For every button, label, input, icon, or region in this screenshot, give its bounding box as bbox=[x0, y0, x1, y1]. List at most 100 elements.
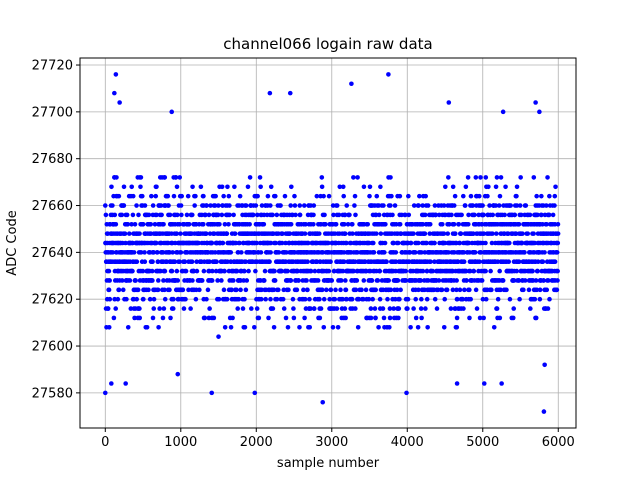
data-point bbox=[460, 296, 465, 302]
data-point bbox=[161, 306, 167, 311]
data-point bbox=[162, 175, 168, 180]
data-point bbox=[468, 193, 474, 199]
data-point bbox=[178, 231, 183, 236]
data-point bbox=[255, 193, 260, 199]
data-point bbox=[479, 278, 485, 283]
data-point bbox=[342, 306, 348, 311]
data-point bbox=[487, 203, 492, 208]
data-point bbox=[497, 268, 502, 274]
data-point bbox=[387, 306, 393, 311]
data-point bbox=[161, 278, 166, 283]
data-point bbox=[150, 259, 155, 265]
data-point bbox=[105, 306, 111, 311]
data-point bbox=[253, 203, 259, 208]
data-point bbox=[116, 287, 122, 293]
data-point bbox=[446, 221, 452, 227]
data-point bbox=[279, 268, 284, 274]
data-point bbox=[114, 175, 119, 180]
data-point bbox=[508, 203, 513, 208]
data-point bbox=[425, 278, 431, 283]
data-point bbox=[123, 381, 128, 386]
data-point bbox=[530, 268, 535, 274]
data-point bbox=[253, 268, 258, 274]
data-point bbox=[349, 296, 355, 302]
data-point bbox=[138, 175, 144, 180]
data-point bbox=[331, 212, 336, 218]
data-point bbox=[350, 231, 355, 236]
data-point bbox=[342, 212, 348, 218]
data-point bbox=[284, 250, 289, 255]
data-point bbox=[544, 287, 550, 293]
data-point bbox=[382, 240, 388, 246]
data-point bbox=[274, 212, 280, 218]
data-point bbox=[219, 184, 225, 190]
data-point bbox=[404, 390, 409, 396]
data-point bbox=[465, 175, 471, 180]
data-point bbox=[167, 287, 172, 293]
data-point bbox=[236, 296, 242, 302]
data-point bbox=[129, 184, 135, 190]
data-point bbox=[134, 203, 139, 208]
data-point bbox=[311, 212, 316, 218]
data-point bbox=[542, 362, 547, 368]
data-point bbox=[542, 250, 547, 255]
data-point bbox=[112, 90, 117, 96]
data-point bbox=[282, 193, 288, 199]
data-point bbox=[308, 203, 313, 208]
data-point bbox=[142, 203, 148, 208]
data-point bbox=[340, 184, 346, 190]
data-point bbox=[320, 399, 326, 405]
data-point bbox=[389, 193, 394, 199]
y-tick-label: 27620 bbox=[32, 293, 73, 308]
data-point bbox=[540, 259, 546, 265]
data-point bbox=[259, 203, 265, 208]
data-point bbox=[162, 268, 168, 274]
data-point bbox=[488, 268, 493, 274]
data-point bbox=[308, 306, 313, 311]
data-point bbox=[418, 306, 424, 311]
data-point bbox=[258, 184, 263, 190]
data-point bbox=[228, 325, 234, 330]
data-point bbox=[403, 212, 408, 218]
data-point bbox=[481, 212, 486, 218]
data-point bbox=[396, 315, 401, 321]
data-point bbox=[149, 268, 155, 274]
data-point bbox=[498, 175, 504, 180]
data-point bbox=[268, 240, 274, 246]
data-point bbox=[237, 240, 242, 246]
data-point bbox=[112, 296, 117, 302]
data-point bbox=[461, 306, 466, 311]
data-point bbox=[326, 240, 331, 246]
data-point bbox=[427, 231, 433, 236]
data-point bbox=[532, 296, 538, 302]
data-point bbox=[470, 203, 476, 208]
data-point bbox=[406, 212, 412, 218]
data-point bbox=[365, 221, 371, 227]
data-point bbox=[407, 250, 413, 255]
data-point bbox=[456, 221, 462, 227]
data-point bbox=[416, 203, 421, 208]
data-point bbox=[116, 193, 122, 199]
data-point bbox=[227, 212, 232, 218]
data-point bbox=[329, 278, 335, 283]
data-point bbox=[468, 296, 473, 302]
data-point bbox=[288, 278, 294, 283]
data-point bbox=[203, 231, 209, 236]
data-point bbox=[146, 287, 151, 293]
data-point bbox=[342, 231, 348, 236]
data-point bbox=[355, 175, 360, 180]
data-point bbox=[117, 100, 122, 105]
data-point bbox=[115, 296, 121, 302]
data-point bbox=[311, 203, 317, 208]
data-point bbox=[254, 306, 260, 311]
data-point bbox=[321, 325, 327, 330]
data-point bbox=[355, 250, 360, 255]
data-point bbox=[415, 240, 421, 246]
x-tick-label: 5000 bbox=[466, 435, 499, 450]
data-point bbox=[243, 259, 249, 265]
data-point bbox=[155, 287, 161, 293]
data-point bbox=[262, 268, 268, 274]
data-point bbox=[340, 296, 345, 302]
data-point bbox=[388, 287, 394, 293]
data-point bbox=[189, 212, 195, 218]
